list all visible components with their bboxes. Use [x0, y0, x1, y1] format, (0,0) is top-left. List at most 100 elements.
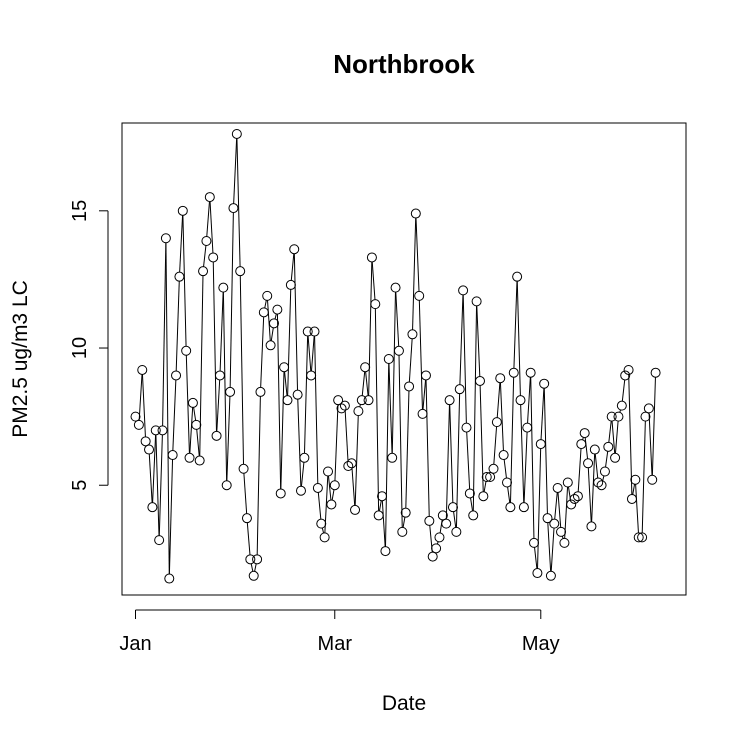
data-point [431, 543, 442, 554]
data-point [147, 502, 158, 513]
data-point [599, 466, 610, 477]
series-segment [321, 527, 325, 534]
data-point [184, 452, 195, 463]
series-segment [543, 388, 548, 514]
data-point [201, 236, 212, 246]
data-point [228, 203, 239, 214]
data-point [221, 480, 232, 491]
data-point [370, 299, 381, 310]
series-segment [280, 371, 285, 489]
series-segment [466, 432, 471, 489]
data-point [620, 370, 631, 381]
data-point [353, 406, 364, 417]
data-point [437, 510, 448, 521]
series-segment [243, 473, 248, 514]
chart-title: Northbrook [333, 49, 475, 79]
series-segment [459, 294, 464, 385]
data-point [204, 192, 215, 203]
series-segment [425, 379, 430, 517]
series-segment [351, 467, 356, 506]
series-segment [212, 261, 217, 432]
series-segment [209, 201, 214, 254]
series-segment [398, 355, 403, 528]
data-point [258, 307, 269, 318]
data-point [309, 326, 320, 337]
series-segment [276, 314, 282, 489]
series-segment [172, 379, 177, 451]
data-point [306, 370, 317, 381]
data-point [545, 570, 556, 581]
data-point [478, 491, 489, 502]
data-point [630, 474, 641, 485]
data-point [235, 266, 246, 277]
data-point [518, 502, 529, 513]
series-segment [162, 242, 167, 426]
data-point [603, 441, 614, 452]
x-tick-label: Mar [318, 633, 353, 655]
data-point [137, 364, 148, 375]
data-point [468, 510, 479, 521]
data-point [171, 370, 182, 381]
series-segment [557, 492, 562, 528]
series-segment [317, 492, 322, 520]
series-segment [455, 393, 461, 528]
data-point [187, 397, 198, 408]
series-segment [483, 481, 487, 492]
series-segment [648, 412, 653, 476]
series-segment [226, 396, 231, 481]
data-point [458, 285, 469, 296]
series-segment [267, 300, 271, 341]
series-segment [385, 363, 390, 547]
data-point [181, 345, 192, 356]
data-point [488, 463, 499, 474]
series-segment [371, 261, 376, 300]
data-point [481, 472, 492, 482]
data-point [194, 455, 205, 466]
series-segment [193, 407, 197, 421]
data-point [589, 444, 600, 455]
series-segment [530, 377, 535, 539]
series-segment [314, 336, 319, 484]
data-point [451, 526, 462, 537]
data-point [579, 428, 590, 439]
series-segment [141, 374, 146, 437]
series-segment [361, 371, 366, 396]
data-point [360, 362, 371, 373]
data-point [245, 554, 256, 565]
data-point [556, 526, 567, 537]
data-point [319, 532, 330, 543]
data-point [323, 466, 334, 477]
data-point [626, 493, 637, 504]
data-point [140, 436, 151, 447]
data-point [613, 411, 624, 422]
data-point [583, 458, 594, 469]
series-segment [374, 308, 380, 511]
series-segment [608, 421, 612, 443]
series-segment [577, 448, 582, 492]
series-segment [155, 434, 160, 536]
series-segment [496, 382, 501, 418]
data-point [154, 535, 165, 546]
data-point [505, 502, 516, 513]
data-point [333, 395, 344, 406]
data-point [610, 452, 621, 463]
data-point [566, 499, 577, 510]
series-segment [152, 434, 157, 503]
data-point [606, 411, 617, 422]
series-segment [287, 289, 292, 396]
data-point [464, 488, 475, 499]
data-point [498, 450, 509, 461]
data-point [231, 128, 242, 139]
data-point [650, 367, 661, 378]
data-point [208, 252, 219, 263]
series-segment [229, 212, 234, 388]
series-segment [540, 388, 545, 440]
series-pm25 [130, 128, 661, 584]
data-point [248, 570, 259, 581]
data-point [542, 513, 553, 524]
data-point [474, 375, 485, 386]
data-point [454, 384, 465, 395]
data-point [275, 488, 286, 499]
series-segment [354, 415, 359, 506]
